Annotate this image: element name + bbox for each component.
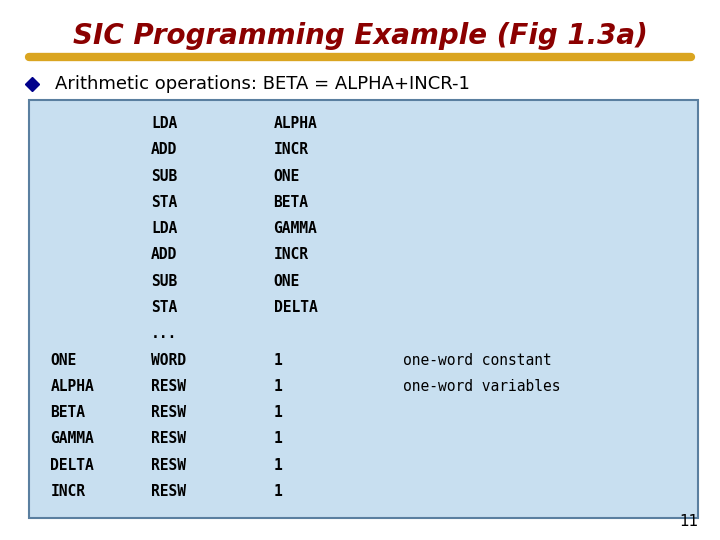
Text: DELTA: DELTA: [274, 300, 318, 315]
Text: ONE: ONE: [50, 353, 76, 368]
Text: one-word variables: one-word variables: [403, 379, 561, 394]
Text: SIC Programming Example (Fig 1.3a): SIC Programming Example (Fig 1.3a): [73, 22, 647, 50]
Text: SUB: SUB: [151, 168, 177, 184]
Text: STA: STA: [151, 195, 177, 210]
Text: INCR: INCR: [50, 484, 86, 499]
Text: RESW: RESW: [151, 405, 186, 420]
Text: 1: 1: [274, 484, 282, 499]
Text: BETA: BETA: [50, 405, 86, 420]
Text: one-word constant: one-word constant: [403, 353, 552, 368]
Text: 1: 1: [274, 458, 282, 472]
Text: RESW: RESW: [151, 379, 186, 394]
Text: BETA: BETA: [274, 195, 309, 210]
Text: RESW: RESW: [151, 484, 186, 499]
FancyBboxPatch shape: [29, 100, 698, 518]
Text: ...: ...: [151, 326, 177, 341]
Text: 1: 1: [274, 379, 282, 394]
Text: LDA: LDA: [151, 116, 177, 131]
Text: ONE: ONE: [274, 274, 300, 289]
Text: STA: STA: [151, 300, 177, 315]
Text: RESW: RESW: [151, 458, 186, 472]
Text: RESW: RESW: [151, 431, 186, 447]
Text: Arithmetic operations: BETA = ALPHA+INCR-1: Arithmetic operations: BETA = ALPHA+INCR…: [55, 75, 470, 93]
Text: SUB: SUB: [151, 274, 177, 289]
Text: ALPHA: ALPHA: [50, 379, 94, 394]
Text: INCR: INCR: [274, 247, 309, 262]
Text: ALPHA: ALPHA: [274, 116, 318, 131]
Text: LDA: LDA: [151, 221, 177, 236]
Text: GAMMA: GAMMA: [50, 431, 94, 447]
Text: 11: 11: [679, 514, 698, 529]
Text: 1: 1: [274, 353, 282, 368]
Text: DELTA: DELTA: [50, 458, 94, 472]
Text: 1: 1: [274, 431, 282, 447]
Text: ADD: ADD: [151, 247, 177, 262]
Text: WORD: WORD: [151, 353, 186, 368]
Text: INCR: INCR: [274, 143, 309, 157]
Text: 1: 1: [274, 405, 282, 420]
Text: ONE: ONE: [274, 168, 300, 184]
Text: ADD: ADD: [151, 143, 177, 157]
Text: GAMMA: GAMMA: [274, 221, 318, 236]
